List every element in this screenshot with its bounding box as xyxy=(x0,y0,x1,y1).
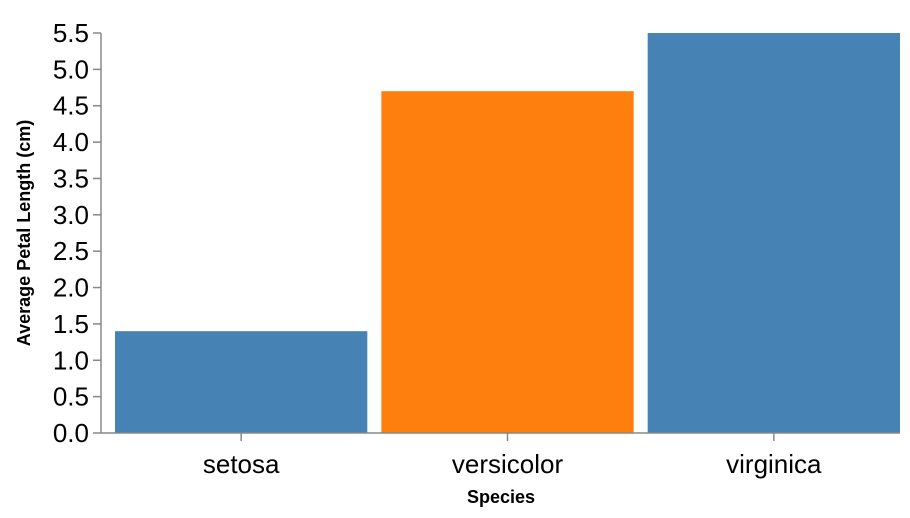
y-tick-label: 2.0 xyxy=(53,273,89,303)
bar-versicolor xyxy=(381,91,634,433)
y-tick-label: 1.0 xyxy=(53,345,89,375)
y-tick-label: 1.5 xyxy=(53,309,89,339)
y-axis-title: Average Petal Length (cm) xyxy=(14,120,34,346)
x-tick-label-setosa: setosa xyxy=(203,449,280,479)
bar-virginica xyxy=(647,33,900,433)
bars-group xyxy=(115,33,900,433)
bar-setosa xyxy=(115,331,368,433)
y-tick-label: 5.5 xyxy=(53,18,89,48)
y-tick-label: 5.0 xyxy=(53,54,89,84)
y-tick-label: 2.5 xyxy=(53,236,89,266)
y-tick-label: 3.0 xyxy=(53,200,89,230)
y-tick-label: 4.5 xyxy=(53,91,89,121)
y-axis: 0.0 0.5 1.0 1.5 2.0 2.5 3.0 3.5 4.0 4.5 5.0 5.5 xyxy=(53,18,102,448)
x-tick-label-virginica: virginica xyxy=(726,449,822,479)
y-tick-label: 4.0 xyxy=(53,127,89,157)
y-tick-label: 0.0 xyxy=(53,418,89,448)
x-tick-label-versicolor: versicolor xyxy=(452,449,564,479)
y-tick-label: 3.5 xyxy=(53,163,89,193)
x-axis: setosa versicolor virginica xyxy=(101,432,900,479)
y-tick-label: 0.5 xyxy=(53,382,89,412)
x-axis-title: Species xyxy=(467,487,535,507)
